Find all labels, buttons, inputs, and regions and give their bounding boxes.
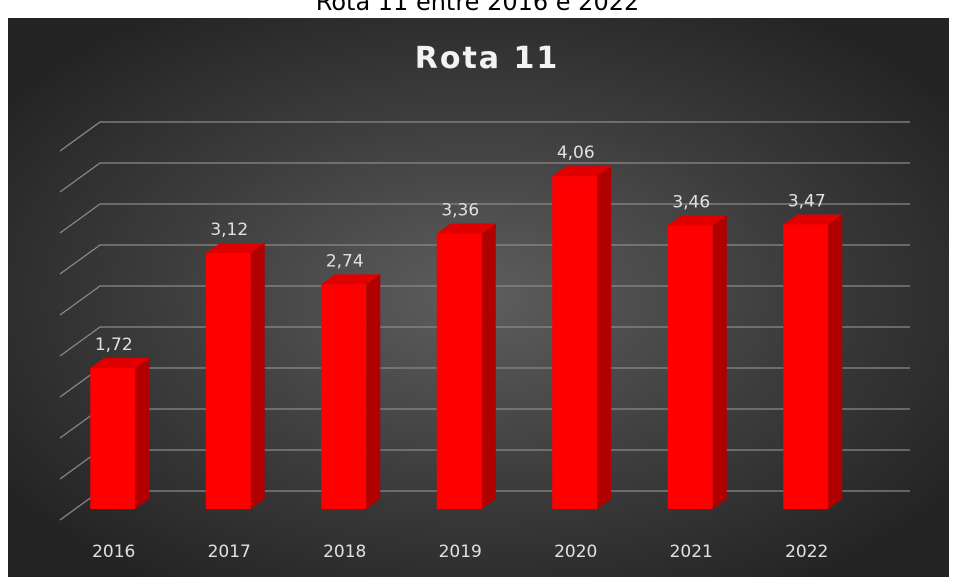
- bar-top-face: [436, 223, 496, 234]
- gridline: [59, 326, 910, 357]
- bar-front-face: [436, 233, 482, 510]
- x-tick-label: 2021: [670, 542, 713, 562]
- bar-2021: [667, 215, 727, 509]
- data-label: 1,72: [95, 335, 133, 355]
- bar-top-face: [205, 243, 265, 254]
- data-label: 3,36: [441, 200, 479, 220]
- data-label: 3,12: [210, 220, 248, 240]
- bar-top-face: [552, 166, 612, 177]
- bar-side-face: [135, 357, 150, 509]
- bar-2016: [90, 357, 150, 509]
- bar-side-face: [250, 243, 265, 509]
- bar-top-face: [667, 215, 727, 226]
- x-axis-tick-labels: 2016 2017 2018 2019 2020 2021 2022: [92, 542, 828, 562]
- chart-area: 1,72 3,12 2,74 3,36 4,06 3,46 3,47 2016 2017 201…: [8, 18, 949, 577]
- bar-side-face: [366, 274, 381, 509]
- data-labels: 1,72 3,12 2,74 3,36 4,06 3,46 3,47: [95, 143, 826, 355]
- data-label: 4,06: [557, 143, 595, 163]
- x-tick-label: 2022: [785, 542, 828, 562]
- gridline: [59, 285, 910, 316]
- bar-2020: [552, 166, 612, 509]
- bar-chart: 1,723,122,743,364,063,46 3,47 2016 2017 201…: [59, 41, 910, 562]
- gridline: [59, 203, 910, 234]
- bar-2022: [783, 214, 843, 509]
- gridline: [59, 162, 910, 193]
- bar-front-face: [90, 367, 136, 509]
- bar-front-face: [321, 284, 367, 509]
- bar-2018: [321, 274, 381, 509]
- bar-top-face: [783, 214, 843, 225]
- bar-2019: [436, 223, 496, 510]
- bar-side-face: [828, 214, 843, 509]
- bar-side-face: [597, 166, 612, 509]
- x-tick-label: 2016: [92, 542, 135, 562]
- bar-front-face: [205, 253, 251, 509]
- page-caption: Rota 11 entre 2016 e 2022: [315, 0, 640, 16]
- bar-top-face: [321, 274, 381, 285]
- chart-title: Rota 11: [415, 41, 560, 76]
- data-label: 3,46: [672, 192, 710, 212]
- x-tick-label: 2018: [323, 542, 366, 562]
- bar-front-face: [552, 176, 598, 509]
- bar-front-face: [667, 225, 713, 509]
- data-label: 3,47: [788, 191, 826, 211]
- x-tick-label: 2017: [208, 542, 251, 562]
- bar-top-face: [90, 357, 150, 368]
- bar-front-face: [783, 224, 829, 509]
- data-label: 2,74: [326, 251, 364, 271]
- bars: [90, 166, 843, 510]
- gridline: [59, 121, 910, 152]
- bar-2017: [205, 243, 265, 509]
- gridlines: [59, 121, 910, 521]
- bar-side-face: [712, 215, 727, 509]
- x-tick-label: 2020: [554, 542, 597, 562]
- x-tick-label: 2019: [439, 542, 482, 562]
- gridline: [59, 244, 910, 275]
- bar-side-face: [481, 223, 496, 510]
